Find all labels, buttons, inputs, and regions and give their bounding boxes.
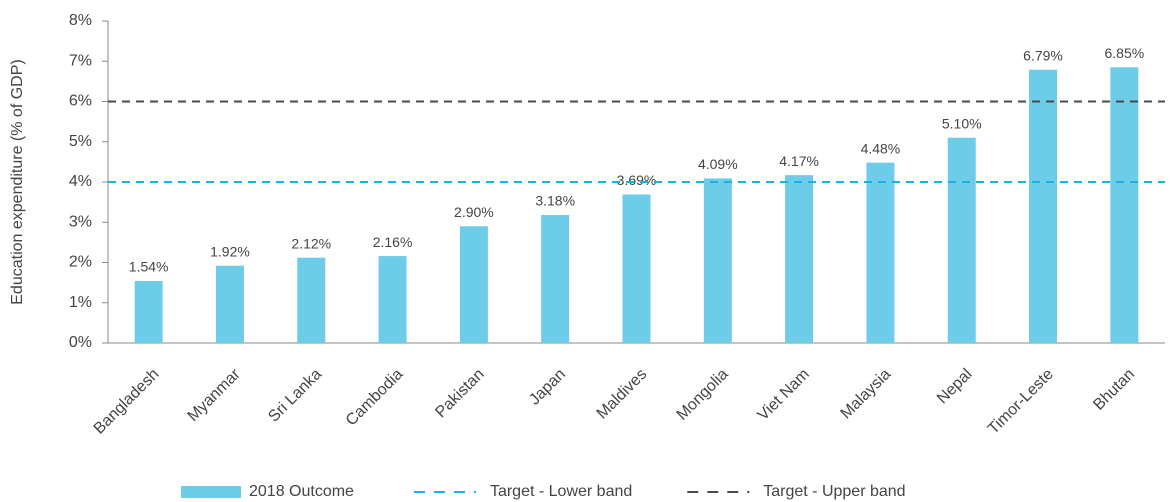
legend-label: 2018 Outcome [249, 483, 354, 500]
data-label: 3.18% [535, 193, 575, 209]
x-tick-label: Bangladesh [91, 366, 163, 438]
legend-swatch [181, 486, 241, 498]
y-tick-label: 0% [69, 334, 92, 351]
data-label: 4.17% [779, 153, 819, 169]
y-tick-label: 4% [69, 173, 92, 190]
data-label: 4.09% [698, 156, 738, 172]
data-label: 3.69% [617, 172, 657, 188]
data-label: 2.12% [291, 235, 331, 251]
x-tick-label: Malaysia [838, 366, 895, 423]
x-tick-label: Bhutan [1090, 366, 1138, 414]
bar [297, 257, 326, 343]
y-tick-label: 6% [69, 93, 92, 110]
bar [622, 194, 651, 343]
y-tick-label: 8% [69, 12, 92, 29]
data-label: 4.48% [861, 140, 901, 156]
bar [215, 265, 244, 343]
bar [703, 178, 732, 343]
bar [1029, 69, 1058, 343]
x-tick-label: Nepal [934, 366, 976, 408]
y-tick-label: 2% [69, 254, 92, 271]
bar [1110, 67, 1139, 343]
x-tick-label: Maldives [594, 366, 651, 423]
legend-label: Target - Lower band [490, 483, 632, 500]
bar [541, 215, 570, 343]
x-tick-label: Japan [526, 366, 569, 409]
data-label: 5.10% [942, 115, 982, 131]
x-tick-label: Sri Lanka [265, 366, 325, 426]
y-tick-label: 5% [69, 133, 92, 150]
data-label: 6.85% [1104, 45, 1144, 61]
x-tick-label: Timor-Leste [985, 366, 1057, 438]
y-tick-label: 7% [69, 52, 92, 69]
data-label: 1.92% [210, 243, 250, 259]
data-label: 1.54% [129, 259, 169, 275]
x-tick-label: Cambodia [343, 366, 407, 430]
legend-label: Target - Upper band [763, 483, 905, 500]
y-tick-label: 3% [69, 213, 92, 230]
bar [947, 137, 976, 343]
bar [459, 226, 488, 343]
bar [134, 281, 163, 343]
bar [866, 162, 895, 343]
x-tick-label: Mongolia [674, 366, 732, 424]
bar [785, 175, 814, 343]
data-label: 6.79% [1023, 47, 1063, 63]
x-tick-label: Viet Nam [755, 366, 813, 424]
x-tick-label: Pakistan [432, 366, 487, 421]
bar [378, 256, 407, 343]
x-tick-label: Myanmar [185, 365, 245, 425]
data-label: 2.90% [454, 204, 494, 220]
y-tick-label: 1% [69, 294, 92, 311]
y-axis-title: Education expenditure (% of GDP) [9, 59, 26, 304]
data-label: 2.16% [373, 234, 413, 250]
